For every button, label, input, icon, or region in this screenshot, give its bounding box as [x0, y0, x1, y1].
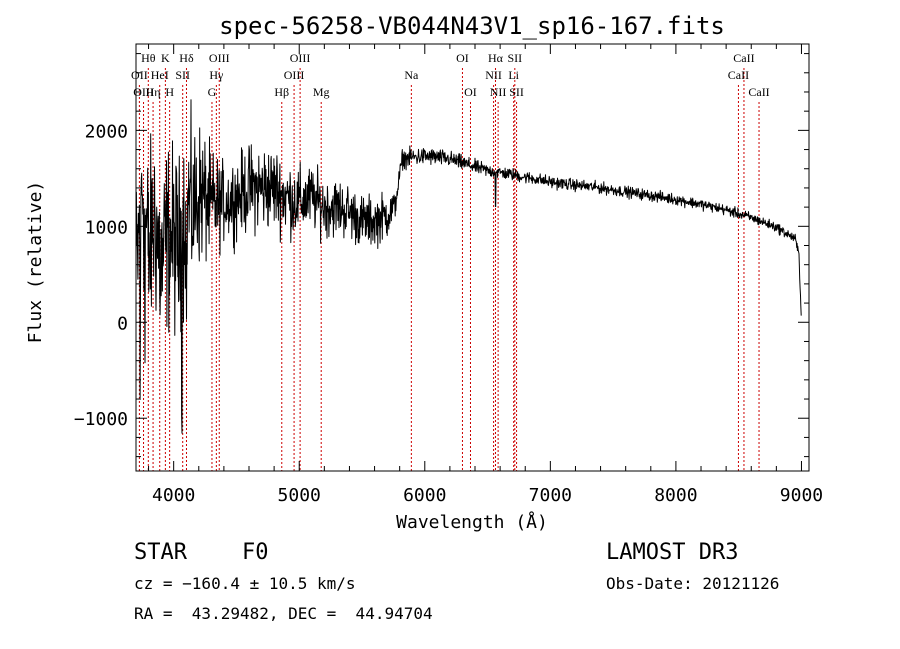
x-tick-label: 9000 [780, 485, 823, 506]
line-marker-label: OIII [290, 51, 311, 65]
line-marker-label: HeI [151, 68, 169, 82]
line-marker-label: SII [509, 85, 524, 99]
line-marker-label: Hη [146, 85, 161, 99]
spectral-subclass-label: F0 [242, 540, 269, 565]
plot-frame [135, 43, 810, 472]
x-axis-label: Wavelength (Å) [396, 511, 548, 533]
y-tick-label: 0 [117, 313, 128, 334]
x-tick-label: 5000 [278, 485, 321, 506]
line-marker-label: OI [456, 51, 469, 65]
line-marker-label: Mg [313, 85, 330, 99]
line-marker-label: NII [490, 85, 507, 99]
x-tick-label: 4000 [152, 485, 195, 506]
flux-series-line [135, 99, 802, 434]
chart-title: spec-56258-VB044N43V1_sp16-167.fits [219, 12, 725, 40]
line-marker-label: OI [464, 85, 477, 99]
line-marker-label: Na [404, 68, 419, 82]
line-marker-label: SII [507, 51, 522, 65]
line-marker-label: CaII [728, 68, 749, 82]
y-tick-label: 2000 [85, 121, 128, 142]
line-marker-label: Hγ [209, 68, 224, 82]
line-marker-label: Li [508, 68, 519, 82]
line-marker-label: H [165, 85, 174, 99]
line-marker-label: SII [175, 68, 190, 82]
line-marker-label: K [161, 51, 170, 65]
line-marker-label: OIII [133, 85, 154, 99]
line-marker-label: CaII [748, 85, 769, 99]
line-marker-label: OIII [284, 68, 305, 82]
y-axis-label: Flux (relative) [25, 181, 46, 344]
emission-line-markers [138, 68, 760, 471]
axis-ticks [136, 44, 809, 471]
y-tick-label: 1000 [85, 217, 128, 238]
object-class-label: STAR [134, 540, 187, 565]
velocity-readout: cz = −160.4 ± 10.5 km/s [134, 574, 356, 593]
line-marker-label: G [208, 85, 217, 99]
x-tick-label: 7000 [529, 485, 572, 506]
line-marker-label: Hβ [274, 85, 289, 99]
y-tick-label: −1000 [74, 409, 128, 430]
x-tick-label: 8000 [654, 485, 697, 506]
coordinates-readout: RA = 43.29482, DEC = 44.94704 [134, 604, 433, 623]
line-marker-label: Hδ [179, 51, 194, 65]
line-marker-label: OIII [209, 51, 230, 65]
line-marker-label: Hθ [141, 51, 156, 65]
line-marker-label: CaII [733, 51, 754, 65]
survey-label: LAMOST DR3 [606, 540, 739, 565]
line-marker-label: NII [485, 68, 502, 82]
line-marker-label: OII [131, 68, 148, 82]
line-marker-label: Hα [488, 51, 504, 65]
x-tick-label: 6000 [403, 485, 446, 506]
obs-date-readout: Obs-Date: 20121126 [606, 574, 780, 593]
axis-tick-labels: 4000 5000 6000 7000 8000 9000 −1000 0 1000 2000 [74, 121, 823, 506]
